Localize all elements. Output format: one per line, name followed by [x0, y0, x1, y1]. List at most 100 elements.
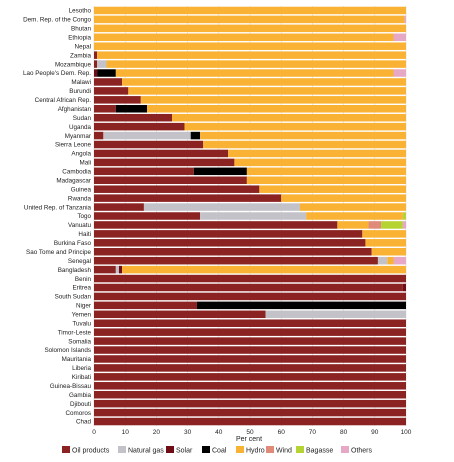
bar-segment — [94, 319, 406, 327]
bar-row — [94, 203, 406, 211]
bar-segment — [193, 167, 247, 176]
category-label: Central African Rep. — [35, 97, 92, 104]
legend-item: Hydro — [236, 446, 265, 455]
category-label: Burkina Faso — [54, 240, 92, 247]
bar-row — [94, 355, 406, 363]
bar-segment — [94, 301, 197, 310]
x-tick-label: 10 — [122, 429, 130, 436]
bar-segment — [122, 265, 406, 274]
bar-segment — [115, 105, 148, 113]
bar-segment — [94, 60, 98, 68]
bar-segment — [94, 328, 406, 336]
legend: Oil products Natural gas Solar Coal Hydro Win… — [62, 446, 373, 455]
bar-segment — [94, 355, 406, 363]
bar-segment — [94, 122, 185, 131]
bar-row — [94, 158, 406, 167]
category-label: Guinea-Bissau — [50, 383, 92, 390]
bar-segment — [265, 310, 406, 319]
bar-row — [94, 131, 406, 140]
bar-segment — [402, 221, 406, 229]
bar-row — [94, 194, 406, 202]
x-tick-label: 20 — [153, 429, 161, 436]
category-label: Dem. Rep. of the Congo — [23, 17, 91, 24]
bar-segment — [362, 230, 406, 238]
bar-segment — [94, 69, 98, 77]
category-label: Liberia — [72, 365, 91, 372]
bar-row — [94, 364, 406, 372]
bar-segment — [94, 149, 229, 158]
bar-segment — [94, 417, 406, 426]
bar-row — [94, 78, 406, 86]
bar-segment — [147, 105, 407, 113]
bar-segment — [94, 292, 406, 301]
bar-segment — [246, 176, 406, 185]
category-label: Togo — [77, 213, 91, 220]
category-label: South Sudan — [55, 294, 92, 301]
bar-segment — [94, 176, 247, 185]
bar-row — [94, 319, 406, 327]
bar-segment — [281, 194, 406, 202]
bar-segment — [259, 185, 406, 193]
bar-segment — [94, 194, 282, 202]
category-label: Uganda — [69, 124, 92, 131]
bar-segment — [393, 33, 406, 42]
bar-segment — [94, 399, 406, 408]
bar-segment — [337, 221, 369, 229]
bar-segment — [94, 274, 406, 283]
bar-segment — [94, 364, 406, 372]
category-label: Madagascar — [56, 177, 91, 184]
category-label: Lao People's Dem. Rep. — [23, 70, 91, 77]
bar-segment — [94, 283, 403, 292]
bar-segment — [97, 51, 407, 59]
category-label: Senegal — [68, 258, 91, 265]
bar-row — [94, 408, 406, 417]
bar-segment — [94, 203, 144, 211]
bar-segment — [94, 247, 372, 256]
bar-segment — [387, 256, 394, 265]
bar-row — [94, 337, 406, 345]
category-label: Niger — [76, 303, 91, 310]
bar-segment — [106, 60, 406, 68]
bar-segment — [94, 96, 141, 104]
bar-segment — [200, 212, 307, 220]
category-label: Cambodia — [62, 169, 91, 176]
x-tick-label: 100 — [401, 429, 412, 436]
legend-item: Coal — [202, 446, 227, 455]
category-label: Djibouti — [70, 401, 91, 408]
bar-segment — [184, 122, 406, 131]
bar-row — [94, 6, 406, 15]
bars — [94, 6, 407, 426]
legend-swatch — [296, 446, 304, 453]
category-label: Gambia — [69, 392, 92, 399]
bar-row — [94, 24, 406, 33]
category-label: Mali — [79, 160, 91, 167]
legend-item: Others — [341, 446, 373, 455]
bar-segment — [234, 158, 406, 167]
category-labels: Lesotho Dem. Rep. of the Congo BhutanEthio… — [23, 8, 92, 426]
bar-row — [94, 42, 406, 50]
bar-segment — [128, 87, 406, 95]
bar-row — [94, 265, 406, 274]
bar-row — [94, 247, 406, 256]
bar-segment — [94, 185, 260, 193]
bar-segment — [94, 256, 378, 265]
bar-segment — [393, 256, 406, 265]
category-label: United Rep. of Tanzania — [24, 204, 92, 211]
bar-segment — [94, 337, 406, 345]
category-label: Yemen — [72, 311, 92, 318]
category-label: Benin — [75, 276, 92, 283]
bar-row — [94, 256, 406, 265]
bar-row — [94, 417, 406, 426]
bar-row — [94, 149, 406, 158]
bar-segment — [203, 140, 406, 149]
bar-row — [94, 33, 406, 42]
legend-swatch — [341, 446, 349, 453]
legend-label: Natural gas — [128, 448, 164, 455]
x-axis-label: Per cent — [236, 436, 262, 443]
bar-segment — [246, 167, 406, 176]
bar-row — [94, 373, 406, 381]
bar-segment — [404, 15, 406, 24]
category-label: Bangladesh — [58, 267, 92, 274]
bar-segment — [94, 167, 194, 176]
bar-segment — [94, 408, 406, 417]
